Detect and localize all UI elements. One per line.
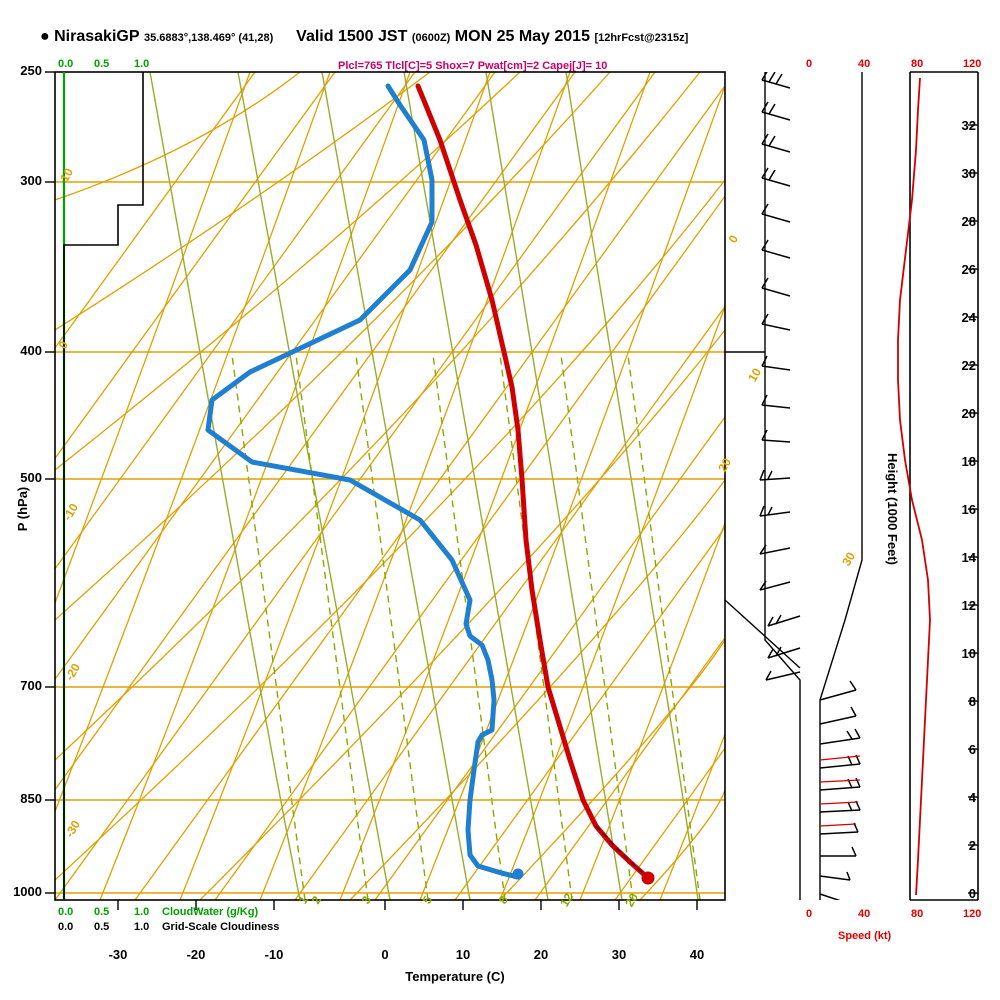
height-tick-26: 26 xyxy=(961,262,976,277)
main-frame xyxy=(54,71,726,901)
height-tick-22: 22 xyxy=(961,358,976,373)
temperature-axis-label: Temperature (C) xyxy=(405,969,505,984)
height-tick-12: 12 xyxy=(961,598,976,613)
sounding-parameters: Plcl=765 Tlcl[C]=5 Shox=7 Pwat[cm]=2 Cap… xyxy=(338,60,608,72)
temp-tick--30: -30 xyxy=(108,947,128,962)
temperature-ticks xyxy=(117,900,698,910)
temp-tick--20: -20 xyxy=(186,947,206,962)
height-tick-2: 2 xyxy=(968,838,976,853)
temp-tick-0: 0 xyxy=(381,947,389,962)
cloudiness-profile xyxy=(63,72,144,900)
temp-tick-40: 40 xyxy=(689,947,705,962)
height-tick-24: 24 xyxy=(961,310,976,325)
height-tick-16: 16 xyxy=(961,502,976,517)
valid-date: MON 25 May 2015 xyxy=(454,28,590,45)
wind-barb-panel xyxy=(724,72,863,900)
temp-tick-20: 20 xyxy=(533,947,549,962)
height-tick-10: 10 xyxy=(961,646,976,661)
temperature-profile xyxy=(415,83,651,881)
height-axis-label: Height (1000 Feet) xyxy=(885,453,900,565)
height-tick-14: 14 xyxy=(961,550,976,565)
forecast-tag: [12hrFcst@2315z] xyxy=(594,32,689,44)
height-ticks xyxy=(968,124,978,894)
station-coords: 35.6883°,138.469° (41,28) xyxy=(143,32,274,44)
height-tick-18: 18 xyxy=(961,454,976,469)
height-tick-32: 32 xyxy=(961,118,976,133)
wind-speed-curve xyxy=(897,77,931,896)
lcl-dot xyxy=(512,868,524,880)
pressure-ticks xyxy=(45,71,55,894)
header-line: ● NirasakiGP 35.6883°,138.469° (41,28) V… xyxy=(40,28,688,46)
pressure-tick-700: 700 xyxy=(20,678,42,693)
isobar-lines xyxy=(55,181,725,894)
speed-axis-label: Speed (kt) xyxy=(838,930,892,942)
pressure-tick-500: 500 xyxy=(20,470,42,485)
pressure-tick-250: 250 xyxy=(20,63,42,78)
height-tick-4: 4 xyxy=(968,790,976,805)
pressure-tick-850: 850 xyxy=(20,791,42,806)
pressure-tick-1000: 1000 xyxy=(13,884,42,899)
height-tick-20: 20 xyxy=(961,406,976,421)
pressure-tick-300: 300 xyxy=(20,173,42,188)
height-tick-28: 28 xyxy=(961,214,976,229)
valid-time-z: (0600Z) xyxy=(411,32,451,44)
height-tick-30: 30 xyxy=(961,166,976,181)
temp-tick-30: 30 xyxy=(611,947,627,962)
surface-temp-dot xyxy=(641,871,655,885)
pressure-tick-400: 400 xyxy=(20,343,42,358)
height-tick-8: 8 xyxy=(968,694,976,709)
height-tick-6: 6 xyxy=(968,742,976,757)
temp-tick--10: -10 xyxy=(264,947,284,962)
bullet-icon: ● xyxy=(40,28,50,45)
mixing-ratio-lines xyxy=(231,354,701,900)
temp-tick-10: 10 xyxy=(455,947,471,962)
height-tick-0: 0 xyxy=(968,886,976,901)
dry-adiabat-right-lines xyxy=(55,72,725,900)
parcel-path xyxy=(595,825,647,877)
station-name: NirasakiGP xyxy=(54,28,140,45)
dewpoint-profile xyxy=(205,83,520,880)
pressure-axis-label: P (hPa) xyxy=(15,486,30,532)
valid-time: Valid 1500 JST xyxy=(296,28,408,45)
